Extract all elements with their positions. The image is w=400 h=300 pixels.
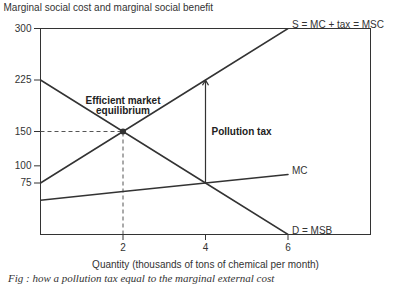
svg-text:2: 2 <box>120 242 126 253</box>
svg-text:Quantity (thousands of tons of: Quantity (thousands of tons of chemical … <box>92 259 319 270</box>
svg-text:300: 300 <box>15 23 32 34</box>
svg-text:Efficient marketequilibrium: Efficient marketequilibrium <box>85 95 161 116</box>
svg-text:4: 4 <box>203 242 209 253</box>
html-text:Fig : how a pollution tax equa: Fig : how a pollution tax equal to the m… <box>8 272 275 284</box>
svg-text:75: 75 <box>20 177 32 188</box>
svg-text:Pollution tax: Pollution tax <box>212 126 272 137</box>
svg-text:Marginal social cost and margi: Marginal social cost and marginal social… <box>4 2 214 13</box>
svg-text:MC: MC <box>292 165 308 176</box>
svg-text:150: 150 <box>15 126 32 137</box>
svg-text:D = MSB: D = MSB <box>292 225 333 236</box>
svg-text:6: 6 <box>285 242 291 253</box>
svg-text:S = MC + tax = MSC: S = MC + tax = MSC <box>292 19 384 30</box>
svg-text:225: 225 <box>15 74 32 85</box>
svg-text:100: 100 <box>15 160 32 171</box>
